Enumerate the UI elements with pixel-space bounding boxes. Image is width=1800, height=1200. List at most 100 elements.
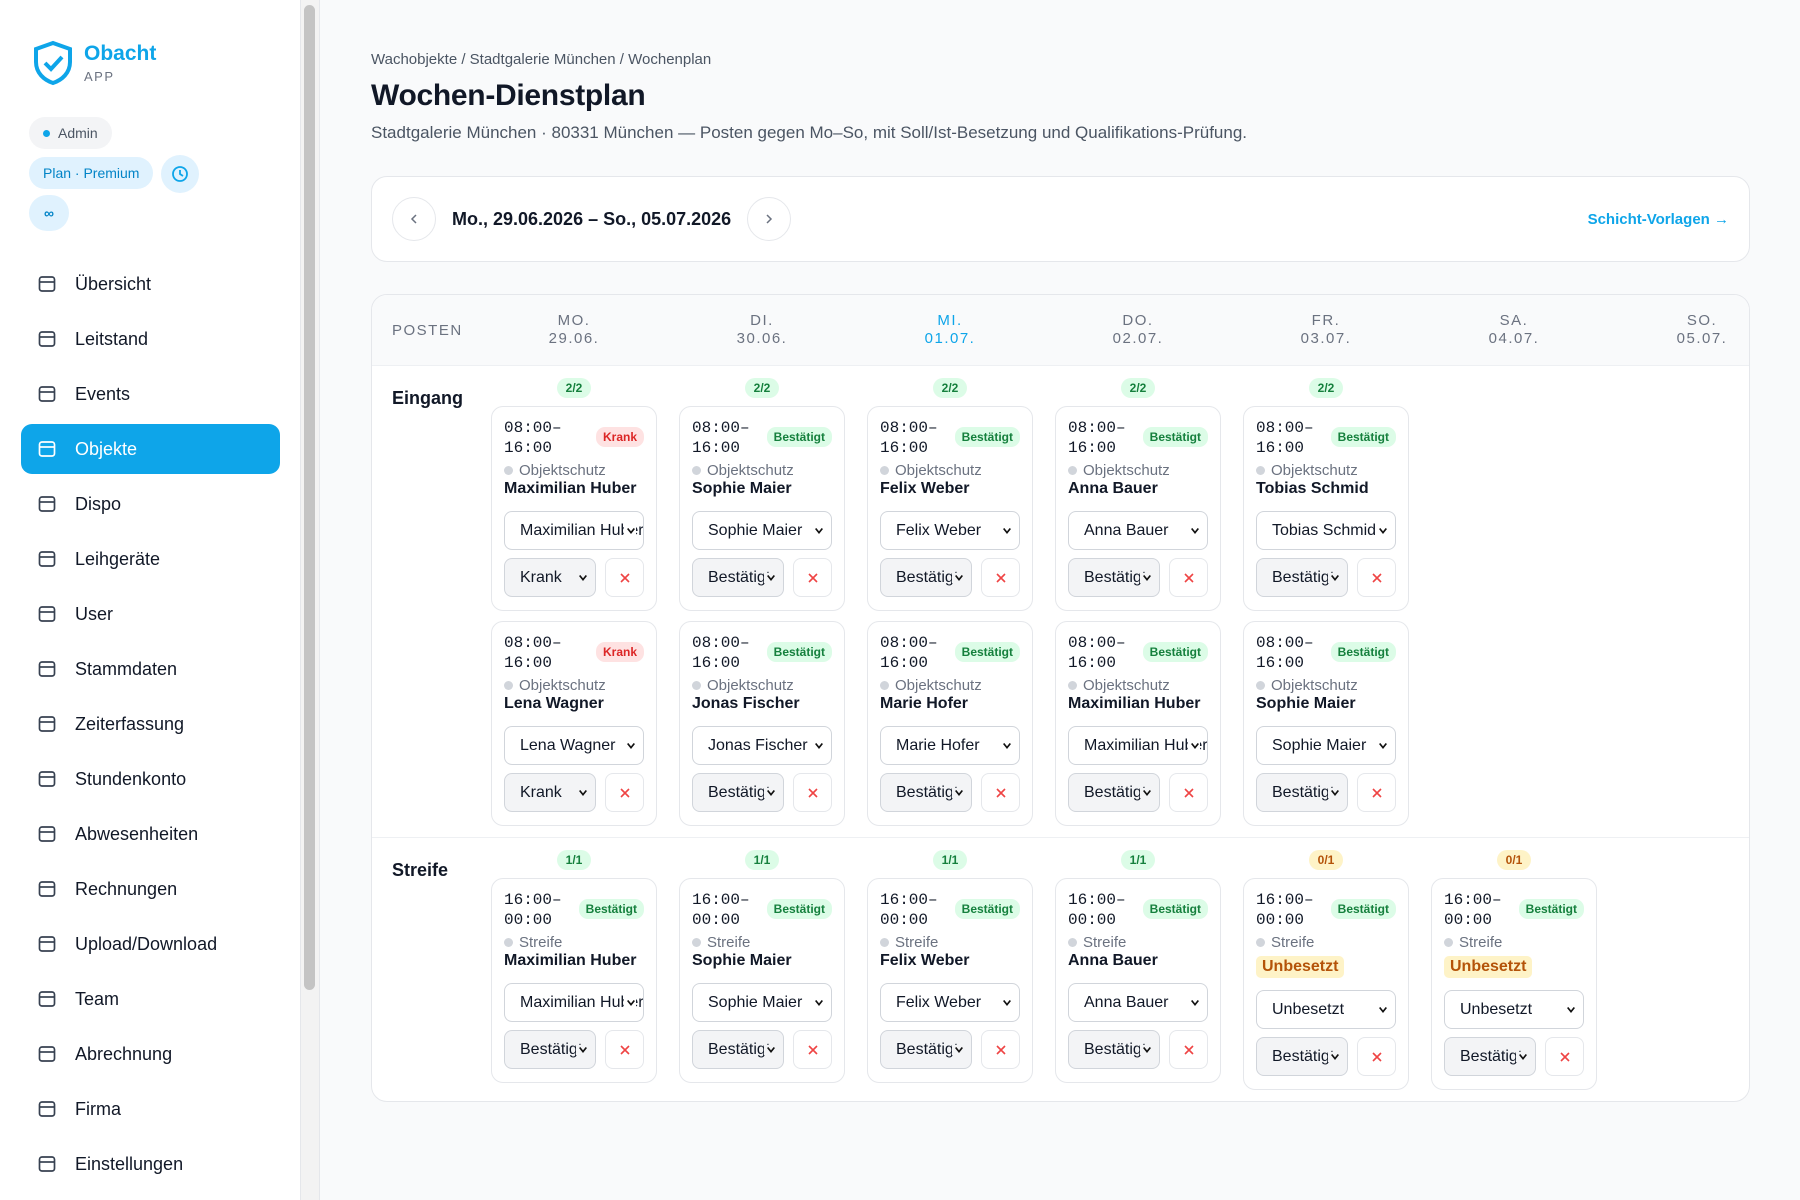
templates-link[interactable]: Schicht-Vorlagen → [1587, 210, 1729, 228]
person-select-value: Maximilian Huber [520, 521, 644, 539]
nav-item[interactable]: User [21, 589, 280, 639]
logo [34, 40, 72, 86]
status-select[interactable]: Bestätigt [1068, 1030, 1160, 1069]
scrollbar[interactable] [304, 5, 315, 990]
remove-button[interactable] [1169, 773, 1208, 812]
status-select[interactable]: Bestätigt [1256, 1037, 1348, 1076]
remove-button[interactable] [605, 558, 644, 597]
status-select[interactable]: Bestätigt [1256, 773, 1348, 812]
status-select[interactable]: Krank [504, 558, 596, 597]
person-select[interactable]: Tobias Schmid [1256, 511, 1396, 550]
person-select[interactable]: Maximilian Huber [504, 511, 644, 550]
status-select[interactable]: Bestätigt [880, 1030, 972, 1069]
remove-button[interactable] [981, 558, 1020, 597]
remove-button[interactable] [605, 773, 644, 812]
prev-week[interactable] [392, 197, 436, 241]
status-select[interactable]: Bestätigt [692, 558, 784, 597]
brand-name: Obacht [84, 42, 157, 65]
remove-button[interactable] [1357, 558, 1396, 597]
nav-item[interactable]: Dispo [21, 479, 280, 529]
brand[interactable]: Obacht APP [32, 40, 156, 86]
assigned-person: Tobias Schmid [1256, 480, 1369, 497]
nav-item[interactable]: Einstellungen [21, 1139, 280, 1189]
status-select[interactable]: Bestätigt [1256, 558, 1348, 597]
shift-actions: Bestätigt [1068, 773, 1208, 812]
staffing-count: 1/1 [1120, 850, 1156, 870]
shift-card: 08:00–16:00 Bestätigt Objektschutz Felix We… [867, 406, 1033, 611]
nav-item[interactable]: Stundenkonto [21, 754, 280, 804]
remove-button[interactable] [1357, 1037, 1396, 1076]
status-select[interactable]: Bestätigt [1068, 558, 1160, 597]
person-select[interactable]: Marie Hofer [880, 726, 1020, 765]
nav-item[interactable]: Übersicht [21, 259, 280, 309]
person-select[interactable]: Maximilian Huber [1068, 726, 1208, 765]
nav-item[interactable]: Abwesenheiten [21, 809, 280, 859]
shift-type-label: Objektschutz [519, 677, 606, 694]
nav-item[interactable]: Rechnungen [21, 864, 280, 914]
page-title: Wochen-Dienstplan [371, 79, 646, 112]
person-select[interactable]: Lena Wagner [504, 726, 644, 765]
person-select[interactable]: Sophie Maier [1256, 726, 1396, 765]
person-select[interactable]: Felix Weber [880, 983, 1020, 1022]
remove-button[interactable] [981, 773, 1020, 812]
clock-badge[interactable] [161, 155, 199, 193]
remove-button[interactable] [793, 1030, 832, 1069]
remove-button[interactable] [793, 558, 832, 597]
nav-item[interactable]: Team [21, 974, 280, 1024]
nav-item[interactable]: Upload/Download [21, 919, 280, 969]
nav-label: Upload/Download [75, 933, 218, 954]
nav-item[interactable]: Leihgeräte [21, 534, 280, 584]
breadcrumb-item[interactable]: Wachobjekte [371, 51, 458, 68]
status-select[interactable]: Bestätigt [1068, 773, 1160, 812]
nav-item[interactable]: Events [21, 369, 280, 419]
status-select[interactable]: Bestätigt [692, 1030, 784, 1069]
post-row: Streife 1/1 16:00–00:00 Bestätigt Streife Max… [372, 838, 1749, 1101]
person-select[interactable]: Sophie Maier [692, 983, 832, 1022]
person-select[interactable]: Felix Weber [880, 511, 1020, 550]
nav-item[interactable]: Firma [21, 1084, 280, 1134]
remove-button[interactable] [1169, 558, 1208, 597]
person-select[interactable]: Sophie Maier [692, 511, 832, 550]
shift-type: Objektschutz [692, 677, 832, 694]
shift-type: Objektschutz [880, 677, 1020, 694]
status-select-value: Krank [520, 568, 562, 586]
person-select[interactable]: Maximilian Huber [504, 983, 644, 1022]
staffing-count: 0/1 [1308, 850, 1344, 870]
nav-icon [38, 881, 56, 897]
nav-icon [38, 276, 56, 292]
nav-item[interactable]: Stammdaten [21, 644, 280, 694]
day-name: DO. [1122, 312, 1154, 329]
nav-item[interactable]: Leitstand [21, 314, 280, 364]
status-select[interactable]: Bestätigt [880, 773, 972, 812]
day-cell: 1/1 16:00–00:00 Bestätigt Streife Sophie Mai… [679, 850, 845, 1090]
status-select[interactable]: Bestätigt [692, 773, 784, 812]
nav-item[interactable]: Objekte [21, 424, 280, 474]
breadcrumb-item[interactable]: Stadtgalerie München [457, 51, 615, 68]
shift-type-label: Streife [519, 934, 563, 951]
person-select[interactable]: Unbesetzt [1256, 990, 1396, 1029]
staffing-count: 1/1 [556, 850, 592, 870]
next-week[interactable] [747, 197, 792, 241]
remove-button[interactable] [1169, 1030, 1208, 1069]
status-select[interactable]: Bestätigt [880, 558, 972, 597]
breadcrumb-item[interactable]: Wochenplan [616, 51, 712, 68]
status-select[interactable]: Krank [504, 773, 596, 812]
person-select[interactable]: Unbesetzt [1444, 990, 1584, 1029]
person-select-value: Sophie Maier [708, 521, 803, 539]
nav-item[interactable]: Abrechnung [21, 1029, 280, 1079]
remove-button[interactable] [1545, 1037, 1584, 1076]
person-select-value: Jonas Fischer [708, 736, 808, 754]
status-select[interactable]: Bestätigt [1444, 1037, 1536, 1076]
remove-button[interactable] [981, 1030, 1020, 1069]
shift-card: 08:00–16:00 Bestätigt Objektschutz Sophie M… [679, 406, 845, 611]
person-select[interactable]: Jonas Fischer [692, 726, 832, 765]
nav-item[interactable]: Zeiterfassung [21, 699, 280, 749]
status-select[interactable]: Bestätigt [504, 1030, 596, 1069]
remove-button[interactable] [793, 773, 832, 812]
limit-badge: ∞ [29, 195, 69, 231]
remove-button[interactable] [1357, 773, 1396, 812]
person-select[interactable]: Anna Bauer [1068, 511, 1208, 550]
person-select[interactable]: Anna Bauer [1068, 983, 1208, 1022]
staffing-count: 1/1 [744, 850, 780, 870]
remove-button[interactable] [605, 1030, 644, 1069]
